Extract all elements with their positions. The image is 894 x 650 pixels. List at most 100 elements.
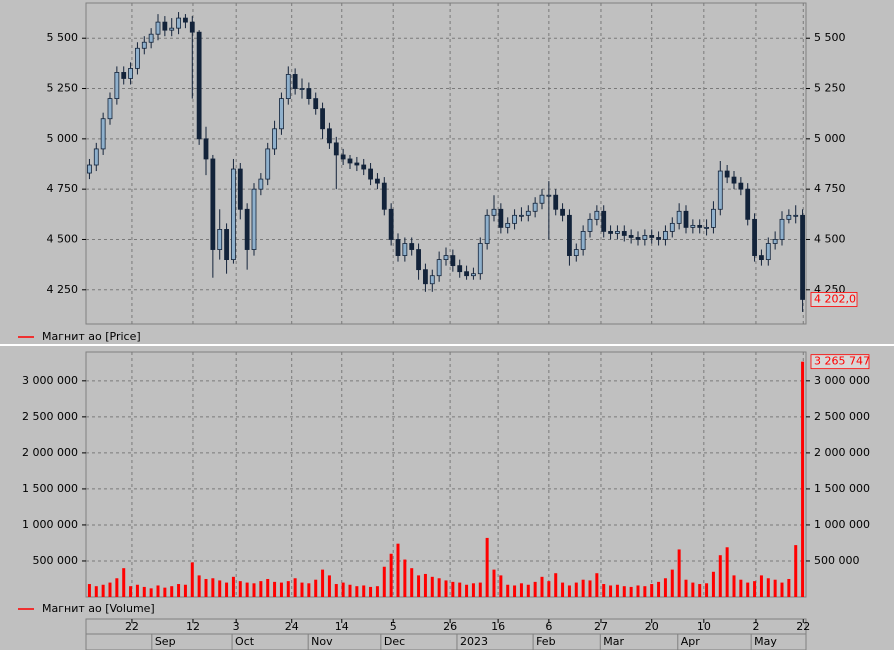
candle-body	[416, 249, 421, 271]
volume-bar	[135, 584, 139, 597]
candle-body	[299, 88, 305, 90]
volume-bar	[300, 582, 304, 597]
candle-body	[532, 202, 538, 212]
y-tick-label: 2 000 000	[22, 446, 78, 459]
volume-bar	[293, 578, 297, 597]
volume-bar	[670, 569, 674, 597]
volume-bar	[115, 578, 119, 597]
candle-body	[436, 259, 442, 277]
candle-body	[388, 208, 394, 240]
candle-body	[327, 128, 332, 144]
month-label: Mar	[603, 635, 624, 648]
candle-body	[512, 214, 517, 224]
candle-body	[635, 237, 641, 240]
candle-body	[704, 226, 709, 229]
y-tick-label: 3 000 000	[22, 374, 78, 387]
candle-body	[121, 72, 127, 79]
volume-bar	[766, 578, 770, 597]
candle-body	[375, 178, 380, 184]
volume-bar	[156, 585, 160, 597]
plot-area	[85, 351, 807, 598]
volume-bar	[554, 573, 558, 597]
y-tick-label: 5 250	[47, 82, 79, 95]
volume-bar	[108, 582, 112, 597]
candle-body	[210, 158, 216, 250]
volume-bar	[780, 582, 784, 597]
y-tick-label: 1 500 000	[22, 482, 78, 495]
volume-bar	[238, 581, 242, 597]
volume-bar	[279, 582, 283, 597]
candle-body	[368, 168, 373, 180]
month-label: Dec	[384, 635, 405, 648]
volume-bar	[197, 575, 201, 597]
month-label: Feb	[536, 635, 555, 648]
candle-body	[498, 208, 504, 228]
volume-bar	[698, 584, 702, 597]
y-tick-label: 2 500 000	[814, 410, 870, 423]
month-label: Nov	[311, 635, 333, 648]
candle-body	[148, 33, 154, 43]
candle-body	[724, 170, 730, 178]
volume-bar	[375, 586, 379, 597]
volume-bar	[478, 582, 482, 597]
volume-bar	[423, 573, 427, 597]
candle-body	[484, 214, 490, 244]
volume-bar	[739, 579, 743, 597]
volume-bar	[588, 580, 592, 597]
volume-bar	[677, 549, 681, 597]
volume-bar	[746, 582, 750, 597]
last-value-label: 3 265 747	[814, 355, 870, 368]
y-tick-label: 5 500	[47, 31, 79, 44]
x-tick-label: 5	[390, 620, 397, 633]
candle-body	[683, 210, 689, 228]
month-label: 2023	[460, 635, 488, 648]
volume-bar	[190, 562, 194, 597]
volume-bar	[801, 361, 805, 597]
volume-bar	[348, 584, 352, 597]
y-tick-label: 2 000 000	[814, 446, 870, 459]
volume-bar	[663, 578, 667, 597]
volume-bar	[492, 569, 496, 597]
volume-bar	[794, 545, 798, 597]
volume-bar	[533, 581, 537, 597]
last-value-box	[810, 292, 858, 307]
candle-body	[333, 142, 339, 156]
candle-body	[244, 208, 250, 250]
x-tick-label: 2	[752, 620, 759, 633]
candle-body	[306, 88, 312, 99]
candle-body	[793, 214, 799, 217]
candle-body	[423, 269, 428, 285]
candle-body	[354, 162, 360, 166]
volume-bar	[225, 582, 229, 597]
volume-bar	[759, 575, 763, 597]
volume-bar	[382, 566, 386, 597]
volume-bar	[622, 586, 626, 597]
candle-body	[272, 128, 277, 150]
candle-body	[765, 243, 771, 260]
volume-bar	[142, 586, 146, 597]
candle-body	[800, 214, 805, 300]
candle-body	[745, 188, 751, 220]
candle-body	[313, 98, 319, 110]
x-tick-label: 6	[545, 620, 552, 633]
candle-body	[128, 68, 133, 79]
y-tick-label: 5 250	[814, 82, 846, 95]
volume-bar	[506, 584, 510, 597]
candle-body	[759, 255, 764, 260]
candle-body	[580, 231, 586, 250]
legend-label: Магнит ао [Volume]	[42, 602, 155, 615]
volume-bar	[574, 582, 578, 597]
candle-body	[656, 237, 661, 240]
volume-bar	[321, 569, 325, 597]
candle-body	[471, 273, 476, 277]
plot-area	[85, 2, 807, 325]
candle-body	[265, 148, 271, 180]
x-tick-label: 24	[285, 620, 299, 633]
y-tick-label: 5 000	[47, 132, 79, 145]
candle-body	[738, 182, 744, 190]
volume-bar	[369, 586, 373, 597]
candle-body	[663, 231, 668, 240]
volume-bar	[177, 584, 181, 597]
candle-body	[560, 208, 565, 216]
volume-bar	[327, 575, 331, 597]
